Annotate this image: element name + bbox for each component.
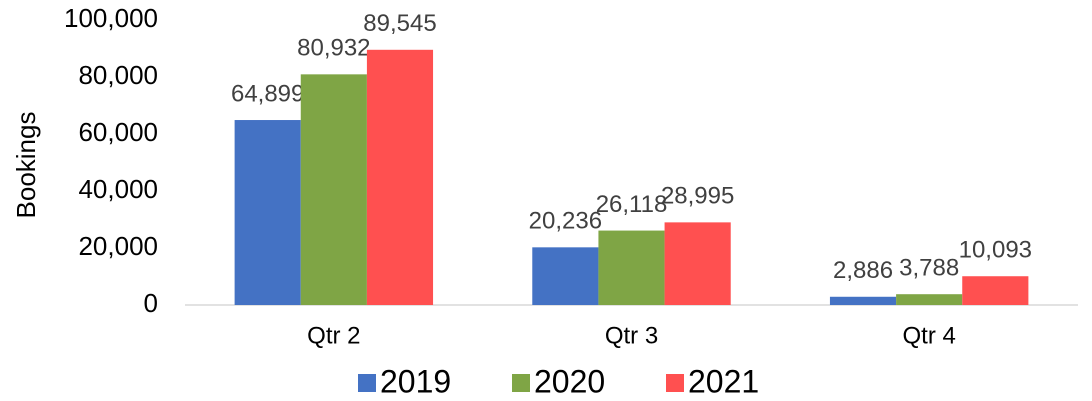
bar — [366, 49, 434, 305]
bar — [598, 230, 665, 305]
legend-swatch — [358, 374, 376, 392]
y-tick-label: 40,000 — [78, 174, 158, 204]
legend-label: 2019 — [380, 363, 451, 399]
bar — [234, 120, 301, 306]
legend-label: 2021 — [688, 363, 759, 399]
bar — [532, 247, 599, 305]
bar — [300, 74, 367, 305]
data-label: 28,995 — [661, 183, 734, 210]
data-label: 2,886 — [833, 257, 893, 284]
legend-label: 2020 — [534, 363, 605, 399]
bar — [664, 222, 731, 305]
data-label: 26,118 — [596, 191, 668, 218]
y-tick-label: 80,000 — [78, 60, 158, 90]
y-tick-label: 100,000 — [64, 3, 158, 33]
y-axis-label: Bookings — [11, 112, 41, 219]
legend-swatch — [666, 374, 684, 392]
data-label: 3,788 — [899, 255, 959, 282]
data-label: 80,932 — [297, 35, 370, 62]
x-tick-label: Qtr 3 — [605, 322, 658, 349]
bar — [896, 294, 963, 305]
data-label: 20,236 — [529, 208, 602, 235]
legend-swatch — [512, 374, 530, 392]
y-tick-label: 20,000 — [78, 231, 158, 261]
data-label: 64,899 — [231, 80, 304, 107]
bar — [962, 276, 1029, 305]
bar — [829, 296, 897, 305]
y-tick-label: 0 — [144, 288, 158, 318]
data-label: 89,545 — [363, 10, 436, 37]
data-label: 10,093 — [959, 237, 1032, 264]
x-tick-label: Qtr 4 — [902, 322, 955, 349]
x-tick-label: Qtr 2 — [307, 322, 360, 349]
y-tick-label: 60,000 — [78, 117, 158, 147]
